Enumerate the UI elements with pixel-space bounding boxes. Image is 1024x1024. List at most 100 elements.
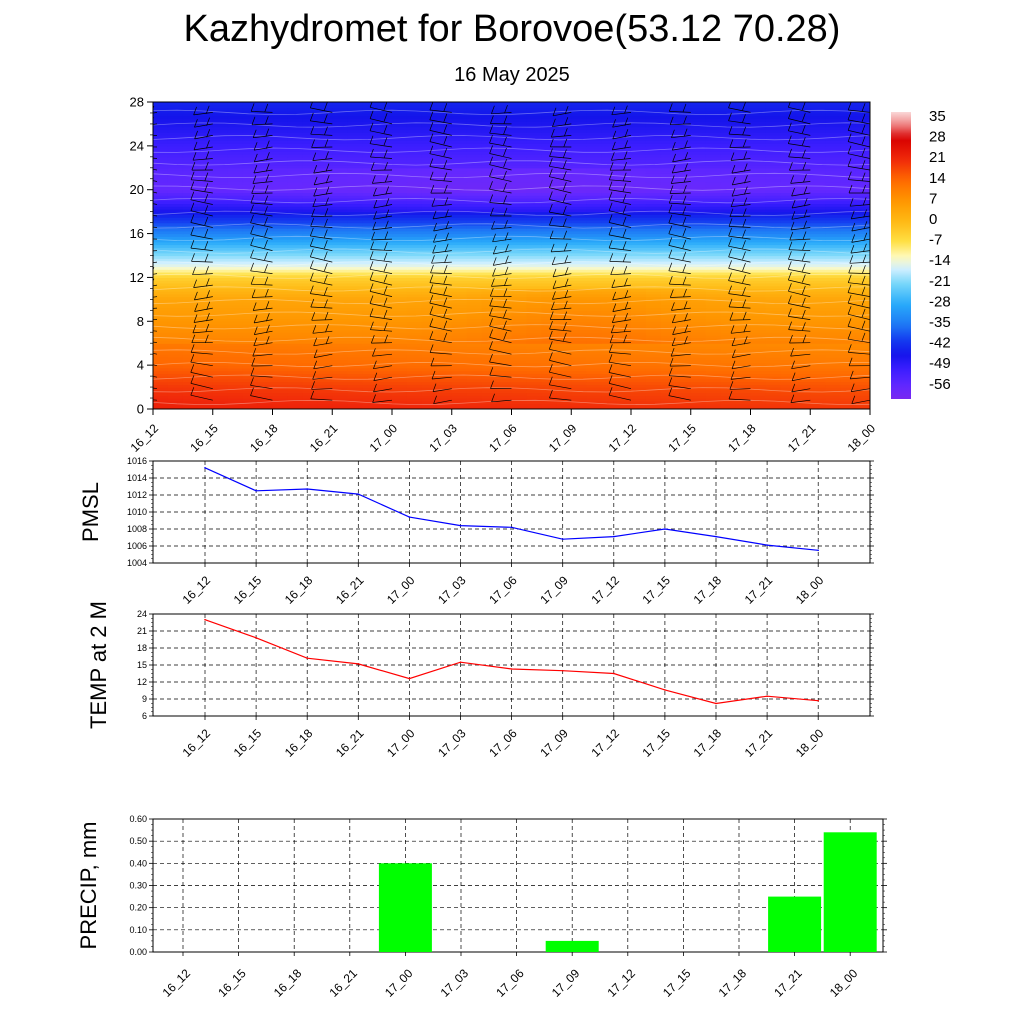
heatmap-cell	[601, 296, 617, 300]
heatmap-cell	[780, 197, 796, 202]
heatmap-cell	[675, 252, 692, 257]
heatmap-cell	[332, 250, 348, 254]
heatmap-cell	[631, 381, 647, 385]
heatmap-cell	[541, 277, 557, 281]
heatmap-cell	[735, 395, 752, 399]
heatmap-cell	[317, 324, 333, 328]
heatmap-cell	[855, 255, 870, 259]
heatmap-cell	[272, 233, 289, 237]
heatmap-cell	[735, 406, 752, 409]
heatmap-cell	[631, 200, 647, 205]
heatmap-cell	[421, 211, 438, 215]
heatmap-cell	[735, 241, 752, 246]
heatmap-cell	[571, 299, 587, 303]
heatmap-cell	[242, 230, 259, 235]
heatmap-cell	[660, 389, 677, 394]
heatmap-cell	[690, 280, 707, 284]
heatmap-cell	[780, 239, 796, 243]
heatmap-cell	[257, 271, 274, 276]
heatmap-cell	[421, 345, 438, 350]
heatmap-cell	[212, 324, 229, 328]
heatmap-cell	[451, 334, 468, 339]
heatmap-cell	[586, 252, 602, 257]
heatmap-cell	[855, 406, 870, 409]
heatmap-cell	[421, 304, 438, 309]
heatmap-cell	[496, 304, 513, 309]
heatmap-cell	[511, 387, 528, 391]
heatmap-cell	[421, 162, 438, 166]
heatmap-cell	[167, 395, 184, 399]
heatmap-cell	[855, 195, 870, 199]
heatmap-cell	[690, 400, 707, 405]
heatmap-cell	[526, 307, 542, 311]
heatmap-cell	[645, 154, 662, 158]
heatmap-cell	[317, 156, 333, 161]
heatmap-cell	[675, 228, 692, 232]
heatmap-cell	[317, 129, 333, 133]
heatmap-cell	[556, 123, 572, 128]
heatmap-cell	[242, 293, 259, 298]
heatmap-cell	[616, 189, 632, 194]
heatmap-cell	[556, 282, 572, 287]
heatmap-cell	[556, 400, 572, 405]
heatmap-cell	[197, 367, 214, 372]
heatmap-cell	[586, 181, 602, 185]
heatmap-cell	[377, 310, 393, 314]
heatmap-cell	[825, 167, 841, 172]
heatmap-cell	[750, 192, 767, 196]
heatmap-cell	[406, 381, 423, 385]
heatmap-cell	[795, 299, 811, 303]
heatmap-cell	[153, 271, 169, 276]
heatmap-cell	[511, 296, 528, 300]
heatmap-cell	[272, 154, 289, 158]
heatmap-cell	[362, 145, 378, 150]
heatmap-cell	[765, 186, 781, 191]
heatmap-cell	[332, 230, 348, 235]
heatmap-cell	[347, 291, 363, 295]
heatmap-cell	[212, 233, 229, 237]
heatmap-cell	[406, 299, 423, 303]
heatmap-cell	[421, 250, 438, 254]
heatmap-cell	[436, 285, 453, 289]
heatmap-cell	[645, 206, 662, 210]
heatmap-cell	[153, 378, 169, 383]
heatmap-cell	[212, 398, 229, 402]
heatmap-cell	[257, 345, 274, 350]
heatmap-cell	[212, 315, 229, 320]
heatmap-cell	[182, 299, 199, 303]
heatmap-cell	[272, 354, 289, 358]
heatmap-cell	[810, 143, 826, 147]
heatmap-cell	[511, 398, 528, 402]
heatmap-cell	[272, 184, 289, 188]
heatmap-cell	[556, 387, 572, 391]
heatmap-cell	[511, 285, 528, 289]
heatmap-cell	[362, 132, 378, 136]
heatmap-cell	[780, 362, 796, 366]
heatmap-cell	[212, 247, 229, 251]
heatmap-cell	[362, 389, 378, 394]
heatmap-cell	[660, 367, 677, 372]
heatmap-cell	[287, 340, 303, 344]
heatmap-cell	[153, 137, 169, 141]
heatmap-cell	[631, 285, 647, 289]
heatmap-cell	[645, 285, 662, 289]
heatmap-cell	[720, 236, 737, 240]
heatmap-cell	[690, 370, 707, 374]
heatmap-cell	[362, 343, 378, 347]
heatmap-cell	[436, 197, 453, 202]
heatmap-cell	[212, 211, 229, 215]
heatmap-cell	[586, 288, 602, 292]
heatmap-cell	[631, 222, 647, 226]
heatmap-cell	[750, 378, 767, 383]
heatmap-cell	[616, 132, 632, 136]
heatmap-cell	[750, 329, 767, 333]
heatmap-cell	[212, 384, 229, 388]
heatmap-cell	[466, 378, 483, 383]
heatmap-cell	[317, 315, 333, 320]
heatmap-cell	[720, 225, 737, 229]
heatmap-cell	[645, 184, 662, 188]
heatmap-cell	[690, 260, 707, 265]
heatmap-cell	[586, 255, 602, 259]
heatmap-cell	[825, 318, 841, 322]
